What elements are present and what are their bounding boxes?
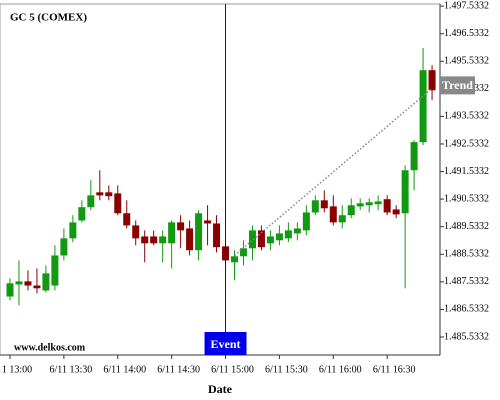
candle-body — [428, 70, 436, 91]
chart-title: GC 5 (COMEX) — [10, 12, 87, 24]
x-tick-label: 6/11 16:00 — [319, 364, 362, 375]
candle-body — [231, 256, 238, 263]
candle-body — [60, 238, 68, 256]
x-tick-label: 6/11 13:30 — [50, 364, 93, 375]
candle-body — [320, 200, 328, 209]
candle-body — [78, 207, 86, 221]
trend-line — [234, 87, 433, 257]
candle-body — [239, 248, 247, 257]
candle-body — [42, 273, 50, 291]
candle-body — [204, 220, 212, 224]
candle-body — [168, 222, 176, 244]
candle-body — [105, 192, 113, 197]
candle-body — [51, 255, 59, 286]
x-tick-label: 6/11 14:30 — [157, 364, 200, 375]
x-tick-label: 6/11 16:30 — [373, 364, 416, 375]
x-tick-label: 1 13:00 — [2, 364, 32, 375]
candle-body — [186, 228, 194, 251]
y-tick-label: 1.489.5332 — [444, 221, 489, 232]
y-tick-label: 1.491.5332 — [444, 166, 489, 177]
candle-body — [284, 230, 292, 239]
candle-body — [159, 236, 167, 244]
candle-body — [356, 203, 364, 207]
x-tick-label: 6/11 15:00 — [211, 364, 254, 375]
candle-body — [419, 70, 427, 143]
candle-body — [374, 201, 382, 205]
plot-frame — [0, 3, 441, 356]
candle-body — [302, 212, 310, 231]
candle-body — [33, 285, 41, 289]
candle-body — [248, 230, 256, 249]
candle-body — [266, 236, 274, 244]
candle-body — [150, 236, 158, 244]
candle-body — [114, 193, 122, 214]
candle-body — [15, 281, 23, 285]
trend-label: Trend — [442, 78, 473, 92]
candle-body — [338, 215, 346, 223]
y-tick-label: 1.485.5332 — [444, 331, 489, 342]
event-label: Event — [211, 337, 241, 351]
y-tick-label: 1.495.5332 — [444, 56, 489, 67]
candle-body — [383, 199, 391, 213]
y-tick-label: 1.493.5332 — [444, 111, 489, 122]
x-axis-label: Date — [208, 382, 233, 396]
y-tick-label: 1.496.5332 — [444, 28, 489, 39]
candle-body — [392, 209, 400, 215]
candle-body — [275, 233, 283, 241]
candle-body — [365, 202, 373, 206]
candle-body — [347, 205, 355, 216]
candle-body — [177, 222, 185, 231]
y-tick-label: 1.497.5332 — [444, 0, 489, 11]
candle-body — [24, 281, 32, 286]
candle-body — [410, 142, 418, 171]
candle-body — [123, 213, 131, 226]
candle-body — [96, 192, 104, 196]
candle-body — [257, 230, 265, 248]
candle-body — [6, 283, 14, 297]
x-tick-label: 6/11 14:00 — [103, 364, 146, 375]
y-tick-label: 1.492.5332 — [444, 138, 489, 149]
candle-body — [141, 236, 149, 244]
trend-box — [440, 76, 475, 95]
y-tick-label: 1.488.5332 — [444, 249, 489, 260]
candle-body — [293, 228, 301, 234]
candle-body — [213, 223, 221, 248]
candle-body — [311, 200, 319, 213]
y-tick-label: 1.490.5332 — [444, 193, 489, 204]
x-tick-label: 6/11 15:30 — [265, 364, 308, 375]
candle-body — [132, 225, 140, 239]
candle-body — [69, 222, 77, 239]
y-tick-label: 1.487.5332 — [444, 276, 489, 287]
candle-body — [401, 170, 409, 214]
candle-body — [87, 195, 95, 208]
candle-body — [329, 206, 337, 223]
watermark: www.delkos.com — [14, 342, 86, 353]
candle-body — [195, 213, 203, 251]
y-tick-label: 1.486.5332 — [444, 304, 489, 315]
event-box — [204, 332, 247, 355]
